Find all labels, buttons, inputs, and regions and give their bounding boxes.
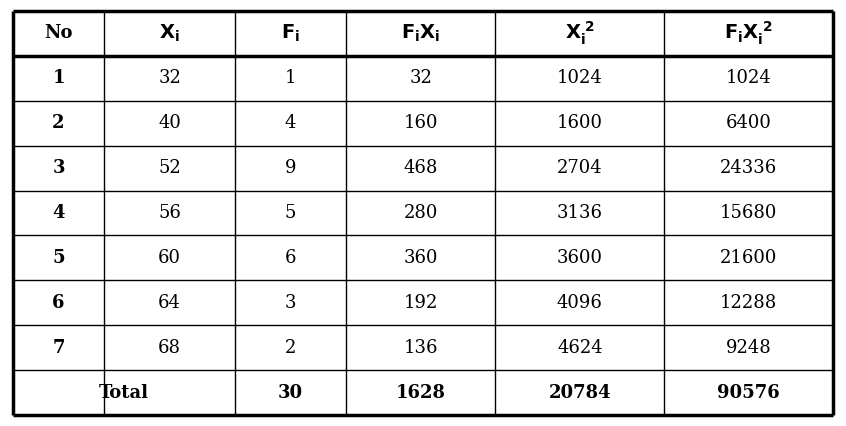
Text: 360: 360 (404, 249, 438, 267)
Text: 3600: 3600 (557, 249, 603, 267)
Text: 3: 3 (52, 159, 65, 177)
Text: 160: 160 (404, 114, 438, 132)
Text: No: No (44, 24, 73, 42)
Text: 136: 136 (404, 339, 438, 357)
Text: 1024: 1024 (726, 69, 772, 87)
Text: Total: Total (99, 384, 149, 402)
Text: $\mathbf{X_i}$: $\mathbf{X_i}$ (159, 23, 180, 44)
Text: 30: 30 (277, 384, 303, 402)
Text: 32: 32 (409, 69, 432, 87)
Text: 192: 192 (404, 294, 437, 312)
Text: 20784: 20784 (548, 384, 611, 402)
Text: 6400: 6400 (726, 114, 772, 132)
Text: 24336: 24336 (720, 159, 777, 177)
Text: 2: 2 (284, 339, 296, 357)
Text: 3: 3 (284, 294, 296, 312)
Text: 4: 4 (52, 204, 65, 222)
Text: $\mathbf{F_i}$: $\mathbf{F_i}$ (281, 23, 299, 44)
Text: 56: 56 (158, 204, 181, 222)
Text: 1: 1 (52, 69, 65, 87)
Text: 6: 6 (284, 249, 296, 267)
Text: 21600: 21600 (720, 249, 777, 267)
Text: 1600: 1600 (557, 114, 603, 132)
Text: 3136: 3136 (557, 204, 603, 222)
Text: 2704: 2704 (557, 159, 602, 177)
Text: 9248: 9248 (726, 339, 772, 357)
Text: 40: 40 (158, 114, 181, 132)
Text: 4096: 4096 (557, 294, 603, 312)
Text: 15680: 15680 (720, 204, 777, 222)
Text: 7: 7 (52, 339, 65, 357)
Text: 5: 5 (52, 249, 65, 267)
Text: 280: 280 (404, 204, 437, 222)
Text: 1628: 1628 (396, 384, 446, 402)
Text: $\mathbf{F_iX_i}$: $\mathbf{F_iX_i}$ (401, 23, 440, 44)
Text: 9: 9 (284, 159, 296, 177)
Text: 64: 64 (158, 294, 181, 312)
Text: 60: 60 (158, 249, 181, 267)
Text: 4: 4 (284, 114, 296, 132)
Text: 468: 468 (404, 159, 437, 177)
Text: 52: 52 (158, 159, 181, 177)
Text: 68: 68 (158, 339, 181, 357)
Text: 12288: 12288 (720, 294, 777, 312)
Text: 1024: 1024 (557, 69, 602, 87)
Text: 4624: 4624 (557, 339, 602, 357)
Text: 32: 32 (158, 69, 181, 87)
Text: 5: 5 (284, 204, 296, 222)
Text: $\mathbf{F_iX_i^{\ 2}}$: $\mathbf{F_iX_i^{\ 2}}$ (724, 20, 773, 47)
Text: 90576: 90576 (717, 384, 780, 402)
Text: 2: 2 (52, 114, 65, 132)
Text: 1: 1 (284, 69, 296, 87)
Text: $\mathbf{X_i^{\ 2}}$: $\mathbf{X_i^{\ 2}}$ (565, 20, 595, 47)
Text: 6: 6 (52, 294, 65, 312)
